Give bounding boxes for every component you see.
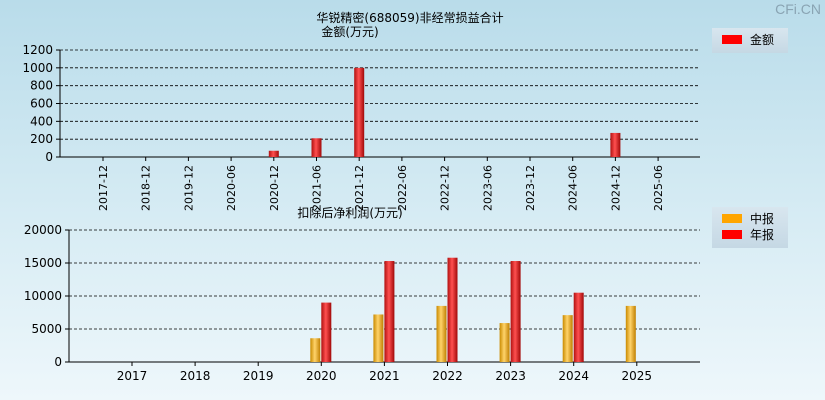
y-tick-label: 1000	[22, 61, 53, 75]
x-tick-label: 2021-12	[353, 165, 366, 211]
x-tick-label: 2021	[369, 369, 400, 383]
x-tick-label: 2025	[622, 369, 653, 383]
x-tick-label: 2022-12	[439, 165, 452, 211]
bar-amount	[268, 150, 279, 157]
x-tick-label: 2019-12	[182, 165, 195, 211]
x-tick-label: 2018-12	[140, 165, 153, 211]
legend-item-interim: 中报	[712, 210, 788, 226]
chart1-title: 华锐精密(688059)非经常损益合计	[316, 10, 503, 25]
x-tick-label: 2024	[558, 369, 589, 383]
x-tick-label: 2023	[495, 369, 526, 383]
bar-annual	[321, 302, 332, 362]
x-tick-label: 2024-12	[609, 165, 622, 211]
x-tick-label: 2020-06	[225, 165, 238, 211]
legend-label: 中报	[750, 211, 775, 226]
y-tick-label: 400	[30, 114, 53, 128]
x-tick-label: 2017-12	[97, 165, 110, 211]
x-tick-label: 2022-06	[396, 165, 409, 211]
bar-amount	[610, 132, 621, 157]
y-tick-label: 5000	[31, 322, 62, 336]
watermark: CFi.CN	[775, 1, 821, 17]
chart1-ylabel: 金额(万元)	[321, 24, 378, 39]
y-tick-label: 800	[30, 79, 53, 93]
legend-swatch	[722, 34, 742, 44]
chart1-plot: 0 200 400 600 800 1000 1200 2017-12 2018-12 2019-…	[22, 43, 700, 211]
x-tick-label: 2025-06	[652, 165, 665, 211]
x-tick-label: 2022	[432, 369, 463, 383]
x-tick-label: 2017	[117, 369, 148, 383]
y-tick-label: 1200	[22, 43, 53, 57]
legend-label: 年报	[750, 227, 775, 242]
bar-interim	[373, 314, 384, 362]
y-tick-label: 200	[30, 132, 53, 146]
legend-item-amount: 金额	[712, 31, 788, 47]
legend-swatch	[722, 229, 742, 239]
chart1-legend: 金额	[712, 28, 788, 53]
legend-item-annual: 年报	[712, 226, 788, 242]
x-tick-label: 2018	[180, 369, 211, 383]
x-tick-label: 2020-12	[268, 165, 281, 211]
bar-annual	[573, 292, 584, 362]
y-tick-label: 20000	[24, 223, 62, 237]
bar-interim	[499, 323, 510, 362]
legend-swatch	[722, 213, 742, 223]
chart2-title: 扣除后净利润(万元)	[297, 205, 402, 220]
y-tick-label: 0	[54, 355, 62, 369]
x-tick-label: 2020	[306, 369, 337, 383]
y-tick-label: 0	[45, 150, 53, 164]
x-tick-label: 2024-06	[567, 165, 580, 211]
chart2-legend: 中报 年报	[712, 207, 788, 248]
y-tick-label: 10000	[24, 289, 62, 303]
chart2-plot: 0 5000 10000 15000 20000 2017 2018 2019 2020 2021…	[24, 223, 700, 383]
bar-interim	[625, 305, 636, 362]
legend-label: 金额	[750, 32, 775, 47]
x-tick-label: 2023-12	[524, 165, 537, 211]
bar-interim	[436, 305, 447, 362]
bar-amount	[354, 67, 365, 157]
bar-interim	[310, 338, 321, 362]
x-tick-label: 2023-06	[481, 165, 494, 211]
y-tick-label: 600	[30, 97, 53, 111]
bar-annual	[447, 257, 458, 362]
bar-amount	[311, 138, 322, 157]
y-tick-label: 15000	[24, 256, 62, 270]
x-tick-label: 2019	[243, 369, 274, 383]
x-tick-label: 2021-06	[311, 165, 324, 211]
bar-interim	[562, 315, 573, 362]
bar-annual	[510, 261, 521, 362]
bar-annual	[384, 261, 395, 362]
